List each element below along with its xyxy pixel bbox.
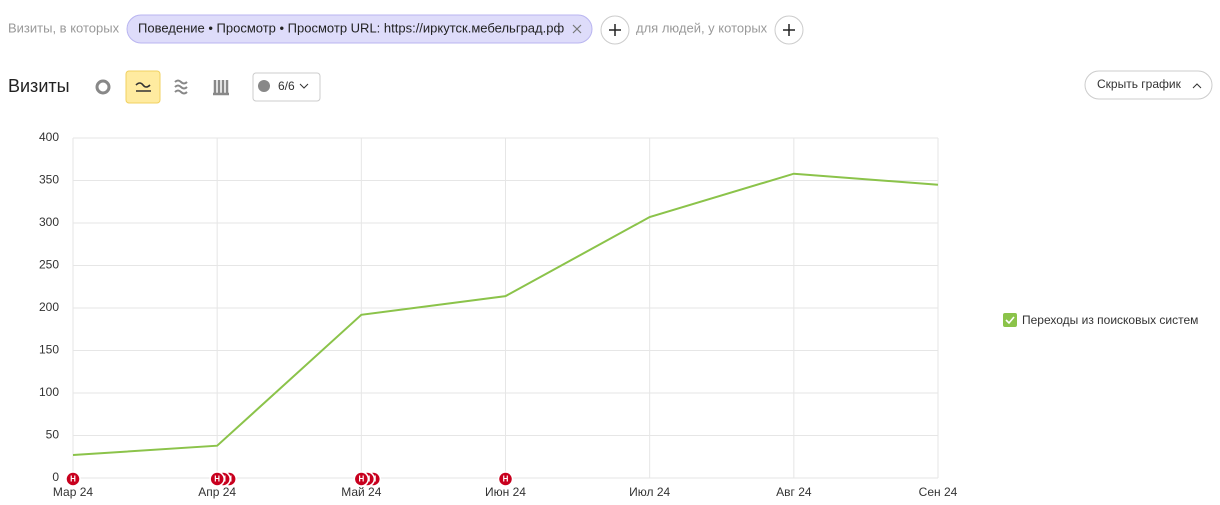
annotations-button[interactable]: 6/6	[252, 72, 321, 102]
y-tick-label: 150	[39, 343, 59, 357]
annotations-count: 6/6	[278, 79, 295, 93]
annotation-label: Н	[358, 475, 364, 484]
legend-check	[1005, 316, 1015, 325]
line-icon[interactable]	[125, 70, 161, 104]
section-title: Визиты	[8, 76, 70, 96]
y-tick-label: 100	[39, 385, 59, 399]
annotation-label: Н	[503, 475, 509, 484]
y-tick-label: 200	[39, 300, 59, 314]
x-tick-label: Май 24	[341, 485, 382, 499]
y-tick-label: 0	[52, 470, 59, 484]
annotation-label: Н	[214, 475, 220, 484]
y-tick-label: 300	[39, 215, 59, 229]
annotation-label: Н	[70, 475, 76, 484]
add-button[interactable]	[600, 15, 630, 45]
area-icon[interactable]	[174, 79, 188, 95]
series-line	[72, 172, 939, 457]
filter-label: Визиты, в которых	[8, 20, 120, 35]
chip-text: Поведение • Просмотр • Просмотр URL: htt…	[138, 20, 564, 35]
legend-label: Переходы из поисковых систем	[1022, 313, 1198, 327]
x-tick-label: Июн 24	[485, 485, 526, 499]
x-tick-label: Авг 24	[776, 485, 812, 499]
y-tick-label: 400	[39, 130, 59, 144]
hide-chart-button[interactable]: Скрыть график	[1084, 70, 1213, 100]
x-tick-label: Мар 24	[53, 485, 93, 499]
x-tick-label: Сен 24	[919, 485, 958, 499]
pie-icon[interactable]	[95, 79, 111, 95]
y-tick-label: 250	[39, 258, 59, 272]
hide-chart-text: Скрыть график	[1097, 77, 1182, 91]
legend-checkbox	[1003, 313, 1017, 327]
annotation-marker	[209, 471, 225, 487]
y-tick-label: 50	[46, 428, 60, 442]
annotation-marker	[497, 471, 514, 487]
annotation-marker	[353, 471, 370, 487]
bar-icon[interactable]	[213, 80, 229, 96]
add-button[interactable]	[774, 15, 804, 45]
annotation-marker	[65, 471, 81, 487]
x-tick-label: Апр 24	[198, 485, 236, 499]
people-label: для людей, у которых	[636, 20, 768, 35]
y-tick-label: 350	[39, 173, 59, 187]
filter-chip[interactable]: Поведение • Просмотр • Просмотр URL: htt…	[126, 14, 593, 44]
chip-close[interactable]	[572, 24, 582, 34]
x-tick-label: Июл 24	[629, 485, 670, 499]
